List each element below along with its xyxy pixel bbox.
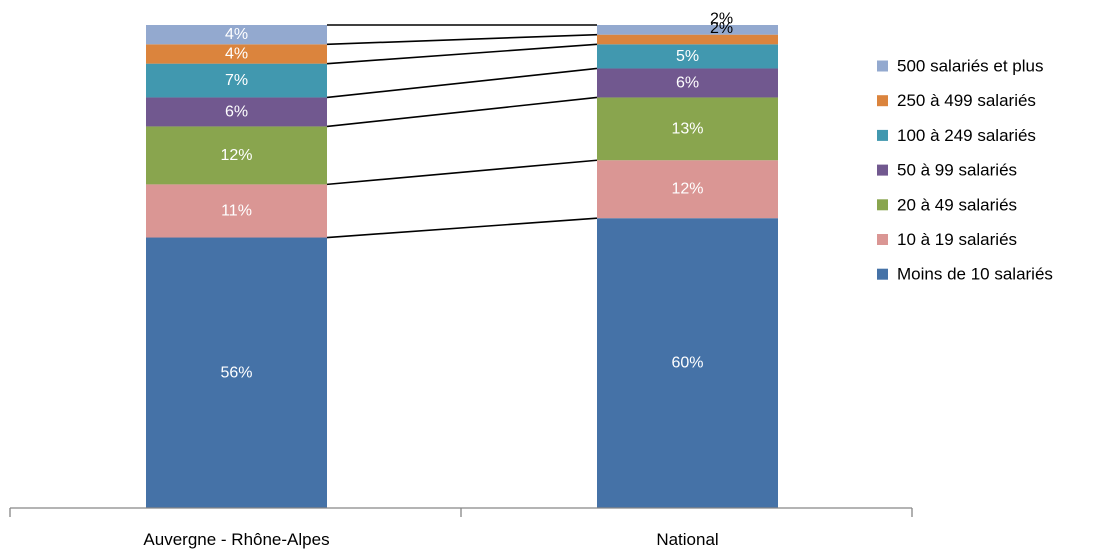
legend-item-10-a-19-salaries: 10 à 19 salariés [877,230,1017,249]
bar-segment-national-moins-de-10-salaries [597,218,778,508]
x-tick-label-auvergne-rhone-alpes: Auvergne - Rhône-Alpes [143,530,329,549]
legend-swatch [877,95,888,107]
data-label-national-250-a-499-salaries: 2% [710,20,733,37]
bar-segment-national-50-a-99-salaries [597,68,778,98]
legend-label: 250 à 499 salariés [897,91,1036,110]
legend-swatch [877,60,888,72]
data-label-auvergne-rhone-alpes-moins-de-10-salaries: 56% [220,364,252,381]
series-line-250-a-499-salaries [326,33,598,46]
legend-label: 20 à 49 salariés [897,195,1017,214]
legend-label: 100 à 249 salariés [897,126,1036,145]
series-connector-lines [326,24,598,239]
data-label-auvergne-rhone-alpes-250-a-499-salaries: 4% [225,45,248,62]
legend-label: 500 salariés et plus [897,57,1043,76]
data-label-national-moins-de-10-salaries: 60% [671,355,703,372]
legend-swatch [877,268,888,280]
data-label-national-50-a-99-salaries: 6% [676,74,699,91]
bar-segment-national-100-a-249-salaries [597,44,778,69]
x-axis: Auvergne - Rhône-Alpes National [9,507,913,549]
data-label-national-100-a-249-salaries: 5% [676,48,699,65]
bar-segment-national-500-salaries-et-plus [597,25,778,35]
legend-swatch [877,164,888,176]
series-line-moins-de-10-salaries [326,217,598,239]
series-line-50-a-99-salaries [326,67,598,99]
legend-item-250-a-499-salaries: 250 à 499 salariés [877,91,1036,110]
legend-label: 50 à 99 salariés [897,161,1017,180]
data-label-auvergne-rhone-alpes-500-salaries-et-plus: 4% [225,26,248,43]
data-label-auvergne-rhone-alpes-100-a-249-salaries: 7% [225,72,248,89]
bar-segment-national-250-a-499-salaries [597,34,778,45]
data-label-national-500-salaries-et-plus: 2% [710,11,733,28]
legend-item-moins-de-10-salaries: Moins de 10 salariés [877,265,1053,284]
series-line-10-a-19-salaries [326,159,598,186]
bar-segment-auvergne-rhone-alpes-moins-de-10-salaries [146,237,327,508]
data-label-national-20-a-49-salaries: 13% [671,120,703,137]
series-line-100-a-249-salaries [326,43,598,65]
legend-swatch [877,129,888,141]
bar-segment-auvergne-rhone-alpes-250-a-499-salaries [146,44,327,64]
bar-segment-auvergne-rhone-alpes-20-a-49-salaries [146,126,327,185]
legend-item-20-a-49-salaries: 20 à 49 salariés [877,195,1017,214]
data-labels: 56% 11% 12% 6% 7% 4% 4% 60% 12% 13% 6% 5% 2%2% [220,11,733,382]
bars [146,25,778,508]
bar-segment-auvergne-rhone-alpes-10-a-19-salaries [146,184,327,238]
bar-segment-national-10-a-19-salaries [597,160,778,219]
data-label-auvergne-rhone-alpes-50-a-99-salaries: 6% [225,103,248,120]
bar-segment-auvergne-rhone-alpes-100-a-249-salaries [146,63,327,98]
legend-swatch [877,234,888,245]
bar-segment-auvergne-rhone-alpes-500-salaries-et-plus [146,25,327,45]
legend-label: Moins de 10 salariés [897,265,1053,284]
data-label-auvergne-rhone-alpes-20-a-49-salaries: 12% [220,147,252,164]
legend: 500 salariés et plus 250 à 499 salariés 10… [877,57,1053,284]
x-tick-label-national: National [656,530,718,549]
legend-swatch [877,199,888,211]
bar-segment-auvergne-rhone-alpes-50-a-99-salaries [146,97,327,127]
legend-item-100-a-249-salaries: 100 à 249 salariés [877,126,1036,145]
legend-item-50-a-99-salaries: 50 à 99 salariés [877,161,1017,180]
data-label-national-10-a-19-salaries: 12% [671,181,703,198]
data-label-auvergne-rhone-alpes-10-a-19-salaries: 11% [221,202,252,219]
legend-label: 10 à 19 salariés [897,230,1017,249]
legend-item-500-salaries-et-plus: 500 salariés et plus [877,57,1043,76]
series-line-20-a-49-salaries [326,96,598,128]
bar-segment-national-20-a-49-salaries [597,97,778,161]
